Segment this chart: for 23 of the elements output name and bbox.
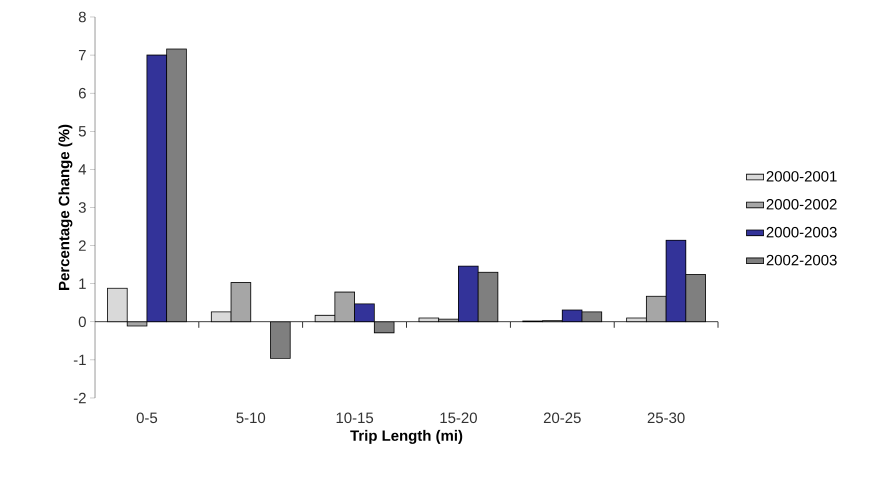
y-tick-label: 5 [78,126,86,136]
y-axis-title: Percentage Change (%) [58,124,72,290]
x-tick-label: 0-5 [136,412,158,424]
legend-label: 2000-2001 [766,171,837,182]
legend-label: 2002-2003 [766,254,837,266]
y-tick-label: -2 [74,392,86,404]
x-tick-label: 20-25 [544,412,581,424]
legend-label: 2000-2003 [766,226,837,238]
y-tick-label: 3 [78,202,86,213]
y-tick-label: 8 [78,12,86,22]
x-axis-title: Trip Length (mi) [350,430,462,444]
y-tick-label: 7 [78,50,86,60]
y-tick-label: 2 [78,240,86,251]
x-tick-label: 10-15 [336,412,374,424]
y-tick-label: 6 [78,88,86,98]
x-tick-label: 15-20 [440,412,477,424]
y-tick-label: 4 [78,164,86,175]
y-tick-label: 1 [79,278,86,289]
x-tick-label: 5-10 [236,412,266,424]
x-tick-label: 25-30 [648,412,685,424]
legend-label: 2000-2002 [766,198,837,210]
y-tick-label: -1 [74,354,86,366]
y-tick-label: 0 [78,316,86,328]
